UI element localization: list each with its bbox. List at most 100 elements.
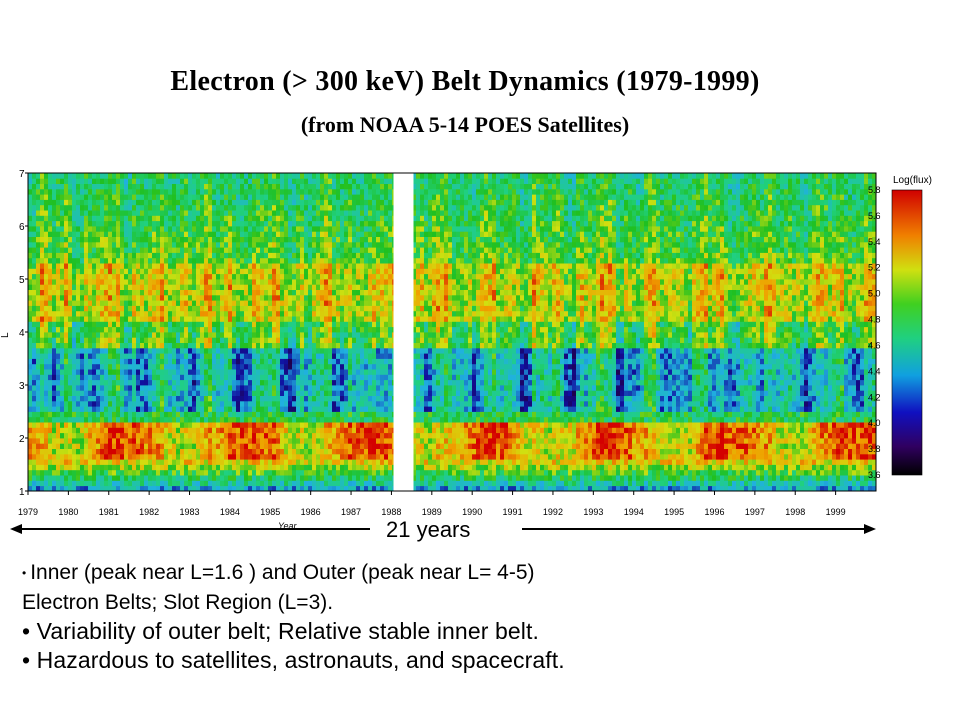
heatmap-cell [208, 390, 213, 396]
heatmap-cell [328, 263, 333, 269]
heatmap-cell [356, 316, 361, 322]
heatmap-cell [340, 236, 345, 243]
heatmap-cell [136, 326, 141, 333]
heatmap-cell [196, 310, 201, 317]
heatmap-cell [124, 231, 129, 237]
heatmap-cell [348, 268, 353, 275]
heatmap-cell [240, 400, 245, 407]
heatmap-cell [184, 215, 189, 222]
heatmap-cell [268, 443, 273, 449]
heatmap-cell [216, 369, 221, 375]
heatmap-cell [292, 406, 297, 412]
heatmap-cell [332, 194, 337, 200]
heatmap-cell [64, 358, 69, 365]
heatmap-cell [236, 183, 241, 190]
heatmap-cell [192, 369, 197, 375]
heatmap-cell [100, 464, 105, 471]
heatmap-cell [296, 395, 301, 402]
heatmap-cell [264, 416, 269, 423]
heatmap-cell [272, 220, 277, 227]
heatmap-cell [284, 257, 289, 264]
heatmap-cell [292, 226, 297, 232]
heatmap-cell [28, 173, 33, 179]
heatmap-cell [124, 279, 129, 285]
heatmap-cell [172, 204, 177, 211]
heatmap-cell [248, 395, 253, 402]
heatmap-cell [180, 400, 185, 407]
heatmap-cell [172, 326, 177, 333]
heatmap-cell [352, 257, 357, 264]
heatmap-cell [280, 263, 285, 269]
heatmap-cell [80, 263, 85, 269]
heatmap-cell [148, 363, 153, 370]
heatmap-cell [224, 416, 229, 423]
heatmap-cell [216, 390, 221, 396]
heatmap-cell [232, 406, 237, 412]
heatmap-cell [40, 427, 45, 434]
heatmap-cell [340, 363, 345, 370]
heatmap-cell [312, 443, 317, 449]
heatmap-cell [216, 294, 221, 301]
heatmap-cell [228, 416, 233, 423]
heatmap-cell [356, 469, 361, 476]
heatmap-cell [244, 226, 249, 232]
heatmap-cell [260, 279, 265, 285]
heatmap-cell [216, 236, 221, 243]
heatmap-cell [292, 220, 297, 227]
heatmap-cell [56, 443, 61, 449]
heatmap-cell [216, 215, 221, 222]
heatmap-cell [72, 358, 77, 365]
heatmap-cell [148, 204, 153, 211]
heatmap-cell [292, 273, 297, 280]
heatmap-cell [212, 194, 217, 200]
heatmap-cell [144, 305, 149, 312]
heatmap-cell [312, 390, 317, 396]
heatmap-cell [220, 395, 225, 402]
heatmap-cell [184, 204, 189, 211]
heatmap-cell [36, 337, 41, 343]
heatmap-cell [48, 194, 53, 200]
heatmap-cell [288, 358, 293, 365]
heatmap-cell [72, 332, 77, 338]
heatmap-cell [264, 332, 269, 338]
heatmap-cell [116, 178, 121, 184]
heatmap-cell [344, 337, 349, 343]
heatmap-cell [344, 236, 349, 243]
heatmap-cell [72, 215, 77, 222]
heatmap-cell [212, 300, 217, 306]
heatmap-cell [108, 183, 113, 190]
heatmap-cell [136, 353, 141, 359]
heatmap-cell [316, 215, 321, 222]
heatmap-cell [264, 347, 269, 354]
heatmap-cell [320, 289, 325, 296]
heatmap-cell [76, 236, 81, 243]
heatmap-cell [56, 321, 61, 328]
heatmap-cell [148, 215, 153, 222]
heatmap-cell [208, 199, 213, 206]
heatmap-cell [128, 241, 133, 248]
heatmap-cell [192, 289, 197, 296]
heatmap-cell [128, 236, 133, 243]
heatmap-cell [64, 353, 69, 359]
heatmap-cell [40, 305, 45, 312]
heatmap-cell [196, 257, 201, 264]
heatmap-cell [236, 480, 241, 487]
heatmap-cell [324, 178, 329, 184]
heatmap-cell [136, 369, 141, 375]
heatmap-cell [180, 475, 185, 481]
heatmap-cell [44, 469, 49, 476]
heatmap-cell [308, 480, 313, 487]
heatmap-cell [156, 279, 161, 285]
heatmap-cell [268, 422, 273, 428]
heatmap-cell [240, 294, 245, 301]
heatmap-cell [356, 438, 361, 444]
heatmap-cell [292, 199, 297, 206]
heatmap-cell [348, 358, 353, 365]
heatmap-cell [348, 337, 353, 343]
heatmap-cell [316, 411, 321, 418]
heatmap-cell [112, 337, 117, 343]
heatmap-cell [228, 459, 233, 465]
heatmap-cell [156, 188, 161, 195]
heatmap-cell [168, 347, 173, 354]
heatmap-cell [308, 326, 313, 333]
